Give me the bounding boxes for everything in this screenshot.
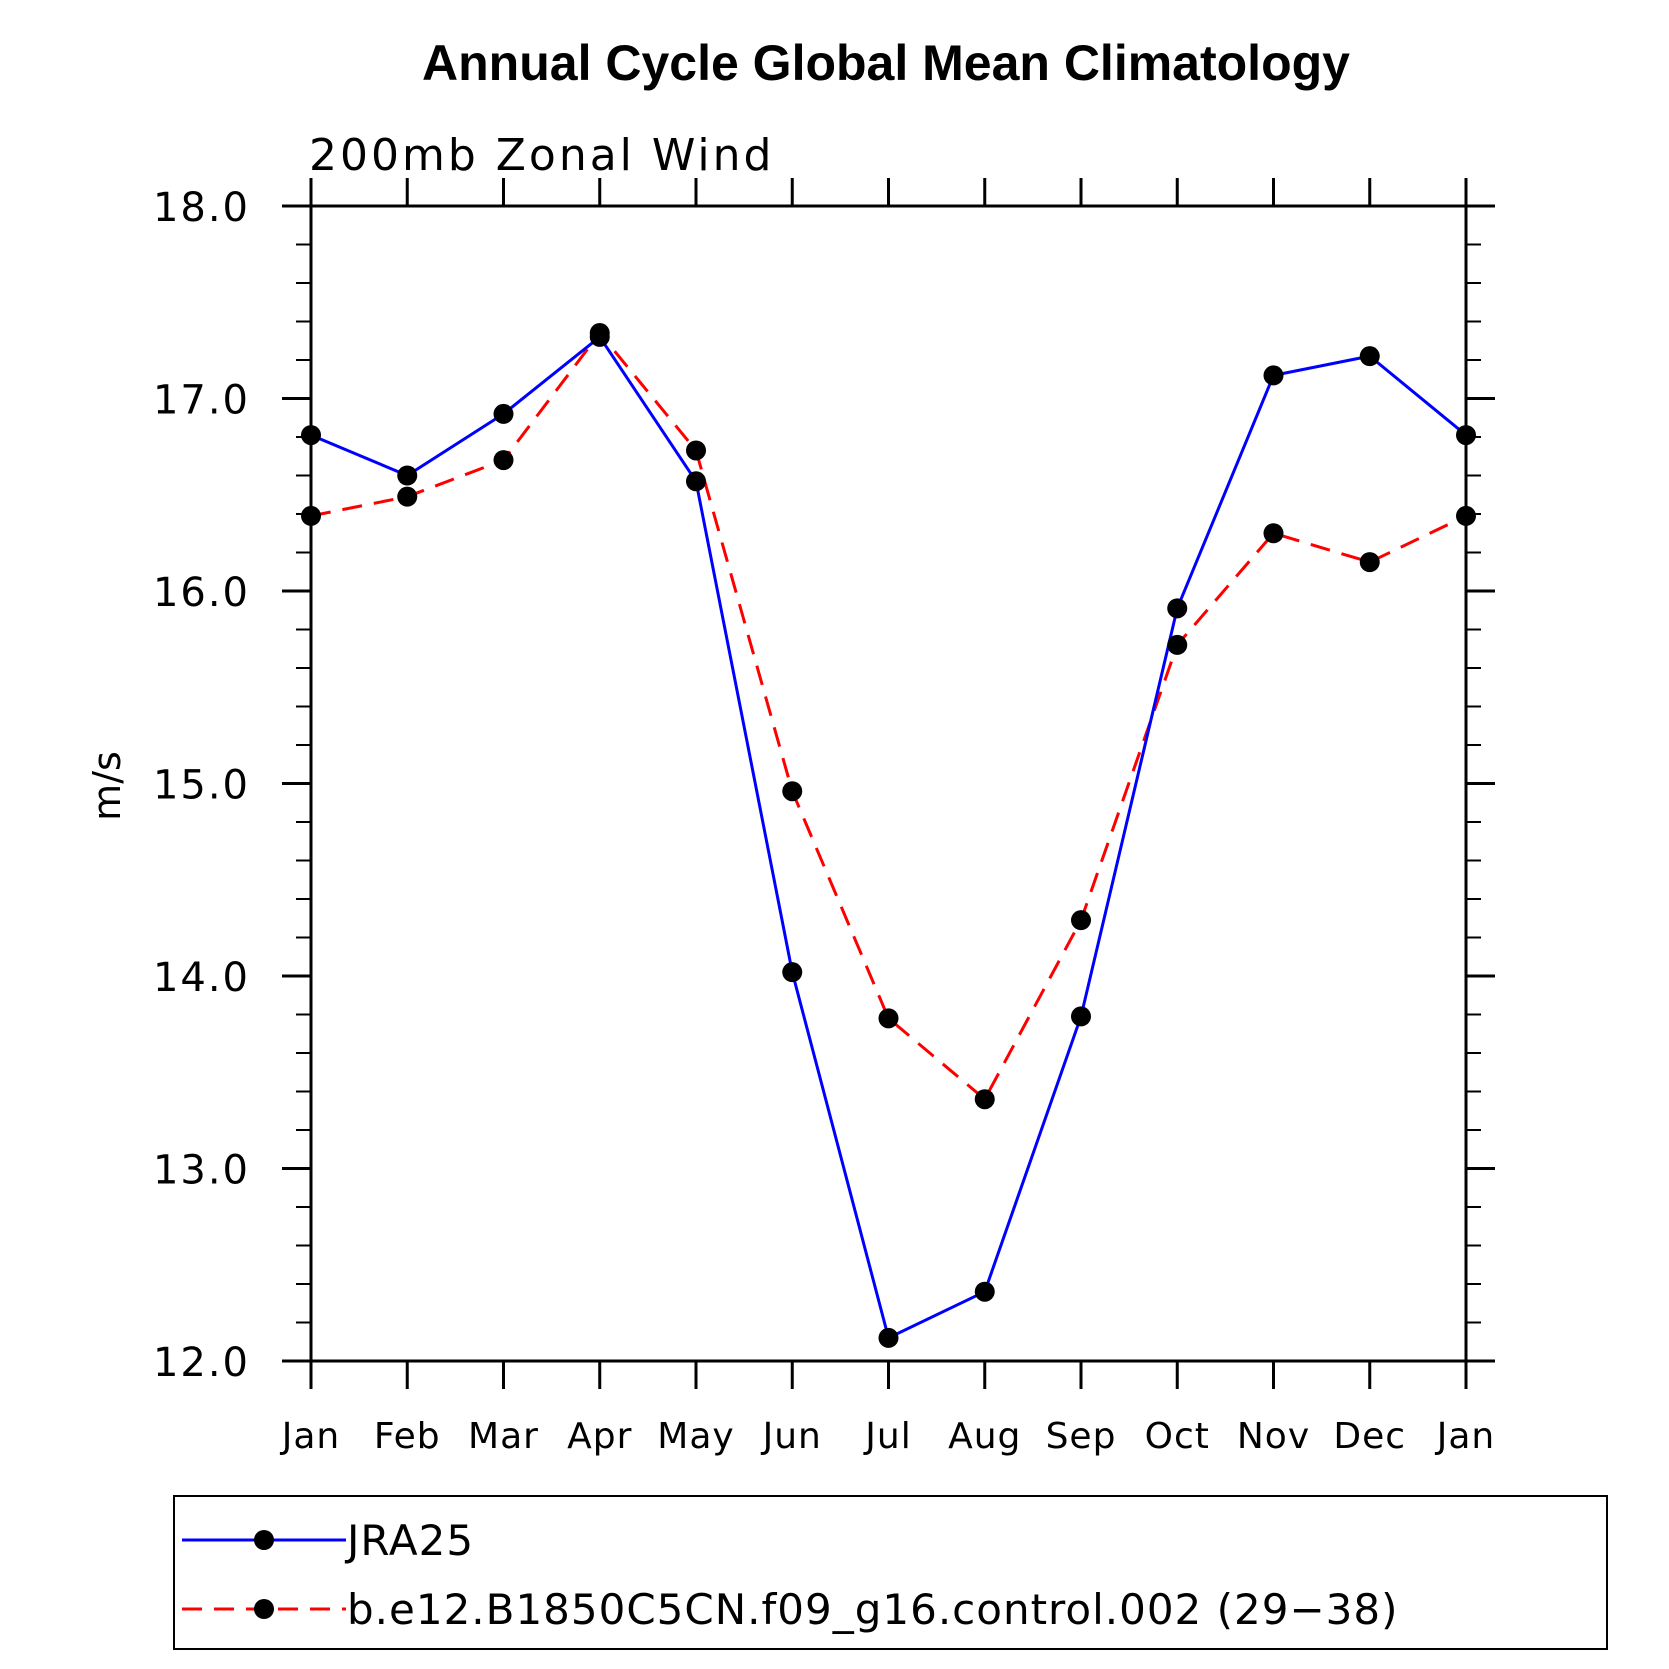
data-point-series-1: [1456, 505, 1476, 526]
data-point-series-1: [974, 1089, 995, 1110]
y-tick-label: 18.0: [153, 185, 250, 231]
x-tick-label: Aug: [948, 1416, 1021, 1457]
x-tick-label: Jan: [1435, 1416, 1496, 1457]
axes: Jan Feb Mar Apr May Jun Jul Aug Sep Oct Nov Dec Jan 1…: [153, 178, 1495, 1457]
data-point-series-1: [589, 323, 610, 344]
data-point-series-1: [1263, 523, 1284, 544]
legend-label-model: b.e12.B1850C5CN.f09_g16.control.002 (29−…: [347, 1585, 1398, 1634]
data-point-series-0: [397, 465, 418, 486]
x-tick-label: Sep: [1046, 1416, 1117, 1457]
legend-marker-model: [254, 1599, 274, 1619]
series-line-1: [310, 331, 1467, 1101]
data-point-series-1: [301, 505, 321, 526]
data-point-series-0: [1456, 425, 1476, 446]
data-point-series-0: [686, 471, 706, 492]
legend-marker-jra25: [254, 1530, 274, 1550]
x-tick-label: Oct: [1145, 1416, 1210, 1457]
data-point-series-1: [397, 486, 418, 507]
x-tick-label: Jun: [761, 1416, 822, 1457]
x-tick-label: Nov: [1237, 1416, 1310, 1457]
x-tick-label: Feb: [374, 1416, 441, 1457]
y-axis-label: m/s: [85, 751, 129, 821]
y-tick-label: 13.0: [153, 1148, 250, 1194]
x-tick-label: Jan: [280, 1416, 341, 1457]
data-point-series-0: [878, 1327, 899, 1348]
x-tick-label: Apr: [567, 1416, 632, 1457]
y-tick-label: 12.0: [153, 1340, 250, 1386]
legend: JRA25 b.e12.B1850C5CN.f09_g16.control.00…: [173, 1495, 1608, 1650]
legend-box: [173, 1495, 1608, 1650]
legend-label-jra25: JRA25: [344, 1516, 474, 1565]
data-point-series-1: [878, 1008, 899, 1029]
data-point-series-1: [1167, 634, 1188, 655]
data-point-series-1: [686, 440, 706, 461]
y-tick-label: 14.0: [153, 955, 250, 1001]
data-point-series-0: [782, 962, 803, 983]
series-line-0: [310, 335, 1467, 1340]
data-point-series-1: [782, 781, 803, 802]
x-tick-label: Mar: [468, 1416, 539, 1457]
data-point-series-1: [1071, 910, 1091, 931]
data-point-series-0: [1167, 598, 1188, 619]
chart-title: Annual Cycle Global Mean Climatology: [422, 35, 1350, 91]
plot-frame: [309, 204, 1468, 1363]
y-tick-label: 16.0: [153, 570, 250, 616]
data-point-series-0: [974, 1281, 995, 1302]
chart-subtitle: 200mb Zonal Wind: [309, 130, 774, 181]
data-point-series-1: [1359, 552, 1380, 573]
y-tick-label: 15.0: [153, 763, 250, 809]
y-tick-label: 17.0: [153, 378, 250, 424]
data-point-series-0: [301, 425, 321, 446]
data-point-series-0: [493, 403, 514, 424]
data-point-series-0: [1263, 365, 1284, 386]
x-tick-label: May: [657, 1416, 734, 1457]
series-layer: [301, 323, 1476, 1348]
data-point-series-1: [493, 450, 514, 471]
x-tick-label: Dec: [1333, 1416, 1406, 1457]
x-tick-label: Jul: [863, 1416, 911, 1457]
data-point-series-0: [1071, 1006, 1091, 1027]
data-point-series-0: [1359, 346, 1380, 367]
